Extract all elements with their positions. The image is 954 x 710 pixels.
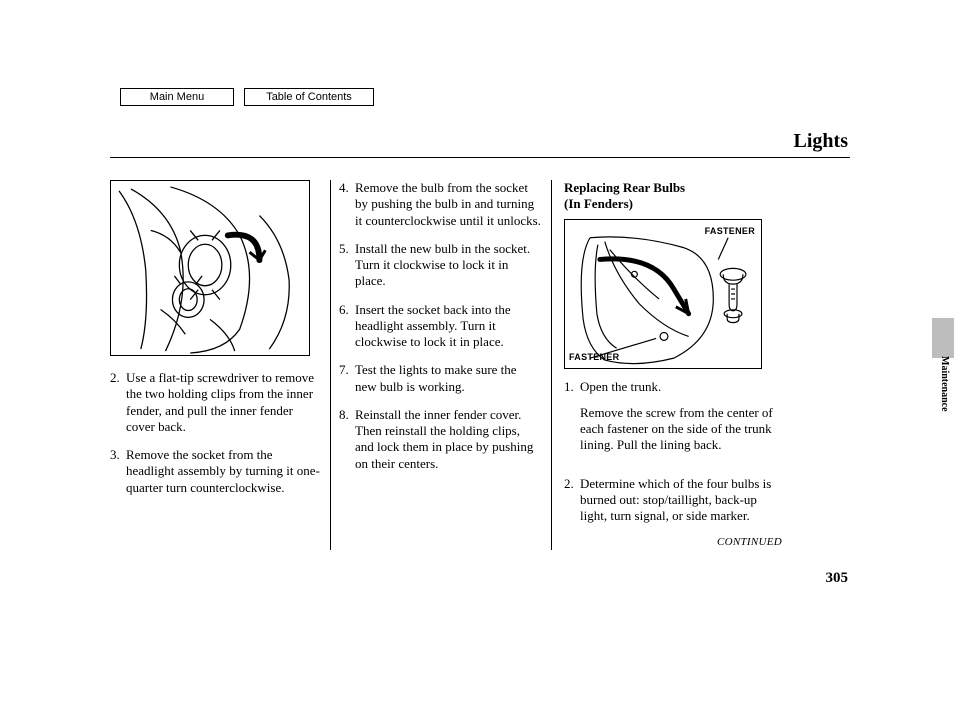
step-2: 2. Use a flat-tip screwdriver to remove … (110, 370, 320, 435)
step-text: Remove the screw from the center of each… (580, 405, 782, 454)
step-text: Remove the bulb from the socket by pushi… (355, 180, 541, 229)
step-number: 5. (339, 241, 355, 290)
page-number: 305 (110, 570, 850, 587)
continued-label: CONTINUED (564, 536, 782, 550)
step-1-rear: 1. Open the trunk. Remove the screw from… (564, 379, 782, 464)
step-6: 6. Insert the socket back into the headl… (339, 302, 541, 351)
subheading-line2: (In Fenders) (564, 196, 633, 211)
toc-button[interactable]: Table of Contents (244, 88, 374, 106)
step-3: 3. Remove the socket from the headlight … (110, 447, 320, 496)
step-2-rear: 2. Determine which of the four bulbs is … (564, 476, 782, 525)
figure-label-fastener-bottom: FASTENER (569, 352, 619, 363)
step-7: 7. Test the lights to make sure the new … (339, 362, 541, 395)
subheading-line1: Replacing Rear Bulbs (564, 180, 685, 195)
main-menu-button[interactable]: Main Menu (120, 88, 234, 106)
page-title: Lights (110, 130, 850, 153)
side-tab (932, 318, 954, 358)
column-1: 2. Use a flat-tip screwdriver to remove … (110, 180, 330, 550)
step-number: 3. (110, 447, 126, 496)
column-2: 4. Remove the bulb from the socket by pu… (331, 180, 551, 550)
step-number: 1. (564, 379, 580, 464)
step-body: Open the trunk. Remove the screw from th… (580, 379, 782, 464)
step-text: Use a flat-tip screwdriver to remove the… (126, 370, 320, 435)
figure-trunk-fastener: FASTENER FASTENER (564, 219, 762, 369)
figure-headlight-socket (110, 180, 310, 356)
step-number: 7. (339, 362, 355, 395)
step-text: Determine which of the four bulbs is bur… (580, 476, 782, 525)
step-text: Remove the socket from the headlight ass… (126, 447, 320, 496)
step-8: 8. Reinstall the inner fender cover. The… (339, 407, 541, 472)
step-number: 6. (339, 302, 355, 351)
subheading: Replacing Rear Bulbs (In Fenders) (564, 180, 782, 213)
section-side-label: Maintenance (939, 356, 950, 412)
page-content: Main Menu Table of Contents Lights (110, 88, 850, 587)
step-number: 2. (564, 476, 580, 525)
title-row: Lights (110, 130, 850, 158)
step-text: Insert the socket back into the headligh… (355, 302, 541, 351)
step-number: 8. (339, 407, 355, 472)
nav-buttons: Main Menu Table of Contents (120, 88, 850, 106)
column-3: Replacing Rear Bulbs (In Fenders) FASTEN… (552, 180, 782, 550)
step-text: Install the new bulb in the socket. Turn… (355, 241, 541, 290)
step-5: 5. Install the new bulb in the socket. T… (339, 241, 541, 290)
step-text: Open the trunk. (580, 379, 782, 395)
step-4: 4. Remove the bulb from the socket by pu… (339, 180, 541, 229)
step-text: Reinstall the inner fender cover. Then r… (355, 407, 541, 472)
step-text: Test the lights to make sure the new bul… (355, 362, 541, 395)
columns: 2. Use a flat-tip screwdriver to remove … (110, 180, 850, 550)
figure-label-fastener-top: FASTENER (705, 226, 755, 237)
step-number: 2. (110, 370, 126, 435)
step-number: 4. (339, 180, 355, 229)
